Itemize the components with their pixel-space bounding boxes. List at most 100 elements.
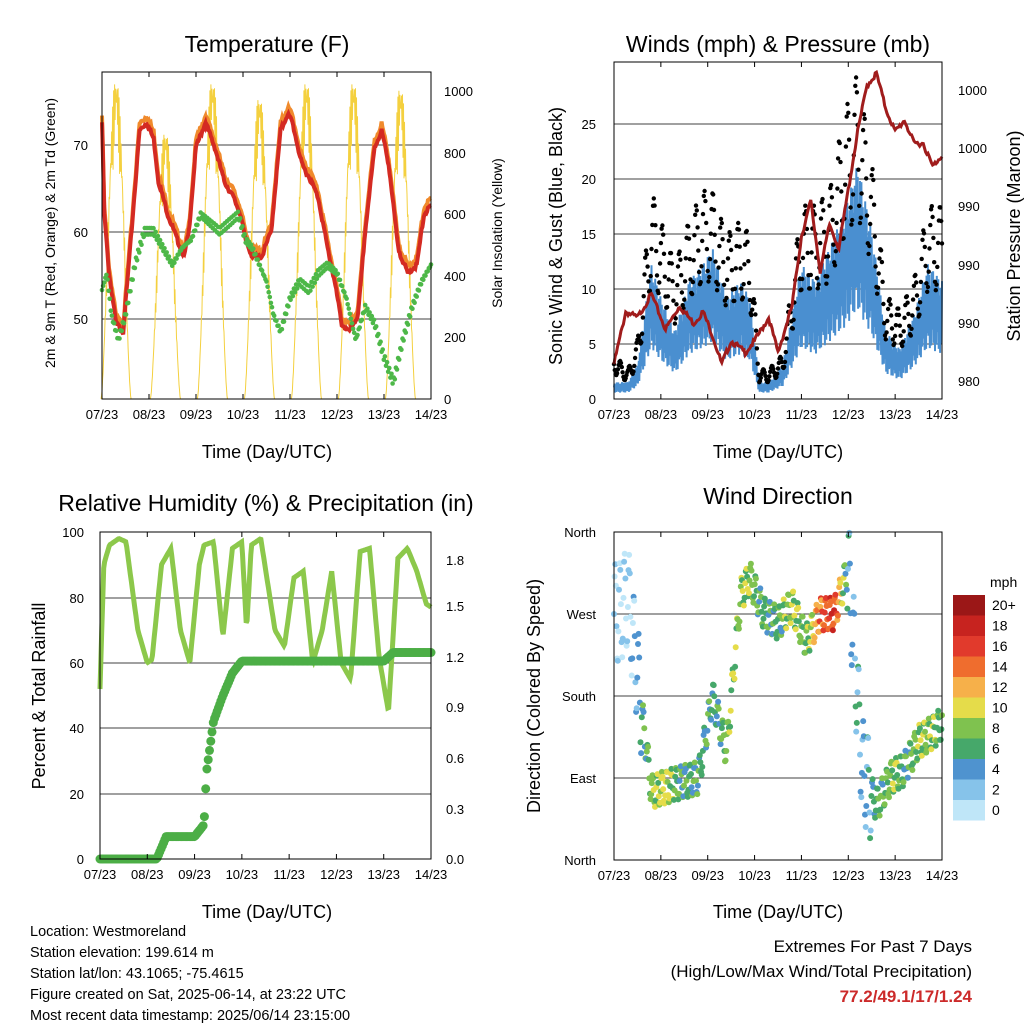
dewpoint-point — [421, 277, 426, 283]
direction-point — [629, 655, 636, 662]
direction-point — [629, 620, 636, 626]
direction-point — [681, 782, 687, 789]
direction-point — [634, 674, 641, 681]
direction-point — [760, 615, 767, 622]
gust-point — [674, 302, 679, 307]
dewpoint-point — [339, 283, 345, 289]
legend-label: 10 — [992, 700, 1008, 716]
gust-point — [763, 373, 768, 379]
gust-point — [835, 156, 841, 161]
gust-point — [632, 363, 637, 369]
direction-point — [655, 793, 662, 800]
gust-point — [930, 214, 935, 220]
direction-point — [937, 736, 944, 743]
dewpoint-point — [248, 242, 254, 247]
gust-point — [723, 303, 728, 308]
dewpoint-point — [294, 286, 300, 291]
temperature-xtick-label: 09/23 — [180, 407, 213, 422]
direction-point — [853, 728, 860, 735]
gust-point — [647, 288, 653, 293]
direction-point — [645, 756, 652, 763]
direction-point — [922, 741, 929, 748]
dewpoint-point — [139, 242, 144, 247]
direction-point — [746, 590, 752, 597]
speed-color-legend: mph 0 2 4 6 8 10 12 14 16 18 20+ — [953, 574, 1017, 821]
direction-point — [881, 801, 888, 808]
direction-point — [867, 835, 874, 842]
gust-point — [758, 375, 763, 380]
gust-point — [844, 114, 849, 119]
gust-point — [839, 189, 844, 194]
direction-point — [727, 707, 734, 714]
gust-point — [736, 220, 741, 226]
temperature-yticks: 50 60 70 — [74, 138, 88, 327]
gust-point — [924, 281, 929, 286]
gust-point — [896, 306, 901, 311]
gust-point — [640, 315, 646, 320]
direction-point — [727, 723, 734, 730]
gust-point — [657, 261, 663, 266]
direction-point — [740, 602, 747, 609]
direction-point — [863, 803, 870, 809]
direction-point — [862, 811, 868, 818]
gust-point — [648, 273, 653, 279]
gust-point — [632, 355, 638, 361]
gust-point — [702, 188, 707, 194]
humidity-ytick-100: 100 — [62, 525, 84, 540]
temperature-panel: Temperature (F) 2m & 9m T (Red, Orange) … — [42, 31, 505, 462]
gust-point — [696, 248, 701, 253]
dewpoint-point — [389, 371, 394, 377]
dewpoint-point — [365, 306, 370, 312]
gust-point — [746, 280, 752, 286]
direction-xtick-label: 13/23 — [879, 868, 912, 883]
direction-point — [869, 776, 876, 783]
direction-xtick-label: 12/23 — [832, 868, 865, 883]
winds-xtick-label: 11/23 — [786, 407, 818, 422]
gust-point — [615, 367, 621, 372]
gust-point — [929, 204, 934, 209]
legend-label: 4 — [992, 761, 1000, 777]
gust-point — [805, 250, 810, 256]
gust-point — [778, 356, 784, 361]
direction-point — [895, 785, 902, 792]
direction-point — [773, 635, 780, 642]
direction-point — [626, 570, 633, 577]
direction-point — [627, 613, 634, 620]
gust-point — [935, 240, 941, 246]
direction-point — [771, 601, 778, 608]
gust-point — [900, 339, 906, 344]
dewpoint-point — [276, 323, 281, 329]
gust-point — [918, 279, 924, 285]
dewpoint-point — [418, 282, 424, 287]
dewpoint-point — [188, 238, 194, 244]
legend-swatch — [953, 718, 985, 739]
gust-point — [870, 167, 875, 172]
gust-point — [783, 349, 788, 355]
gust-point — [888, 302, 893, 307]
gust-point — [739, 286, 744, 291]
dewpoint-point — [268, 300, 274, 306]
gust-point — [925, 284, 931, 290]
dewpoint-point — [109, 313, 115, 318]
gust-point — [645, 264, 650, 269]
direction-point — [616, 586, 622, 593]
humidity-ytick-40: 40 — [70, 721, 84, 736]
gust-point — [931, 235, 936, 241]
direction-point — [728, 687, 735, 694]
direction-point — [694, 791, 701, 798]
gust-point — [904, 294, 910, 299]
dewpoint-point — [367, 310, 372, 315]
gust-point — [832, 263, 838, 268]
temperature-plot-area — [99, 84, 434, 400]
direction-point — [761, 603, 768, 610]
gust-point — [830, 217, 835, 223]
gust-point — [705, 268, 710, 274]
dewpoint-point — [105, 277, 110, 282]
humidity-ytick-20: 20 — [70, 787, 84, 802]
winds-y2tick-990b: 990 — [958, 258, 980, 273]
humidity-y2ticks: 0.0 0.3 0.6 0.9 1.2 1.5 1.8 — [446, 553, 464, 867]
gust-point — [657, 280, 662, 285]
dewpoint-point — [174, 256, 179, 261]
direction-point — [725, 718, 732, 725]
